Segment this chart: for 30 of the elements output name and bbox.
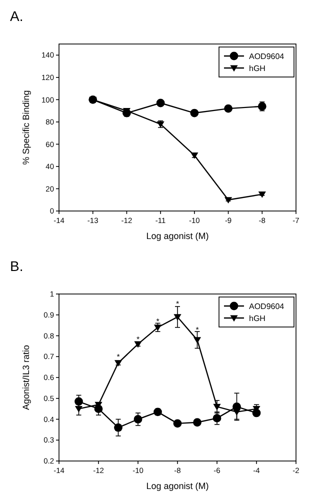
point: [190, 152, 198, 159]
point: [190, 108, 199, 118]
point: [156, 98, 165, 108]
point: [74, 397, 83, 406]
annotation: *: [196, 325, 199, 334]
annotation: *: [136, 334, 140, 344]
point: [232, 409, 241, 416]
point: [134, 341, 142, 348]
annotation: *: [156, 317, 160, 326]
legend-label: hGH: [249, 64, 266, 73]
chart-title: B.: [10, 258, 24, 274]
x-axis-title: Log agonist (M): [146, 231, 209, 241]
point: [193, 418, 202, 427]
chart-title: A.: [10, 8, 24, 24]
legend-label: AOD9604: [249, 52, 285, 61]
annotation: *: [116, 352, 120, 362]
point: [134, 415, 142, 424]
point: [193, 337, 202, 344]
legend-label: hGH: [249, 314, 266, 323]
y-axis-title: % Specific Binding: [21, 90, 31, 165]
legend-label: AOD9604: [249, 302, 285, 311]
y-axis-title: Agonist/IL3 ratio: [21, 344, 31, 410]
point: [224, 104, 232, 113]
annotation: *: [176, 299, 180, 308]
point: [114, 423, 122, 432]
x-axis-title: Log agonist (M): [146, 481, 209, 491]
point: [224, 197, 232, 204]
point: [174, 314, 182, 321]
point: [154, 324, 162, 331]
point: [173, 419, 182, 428]
